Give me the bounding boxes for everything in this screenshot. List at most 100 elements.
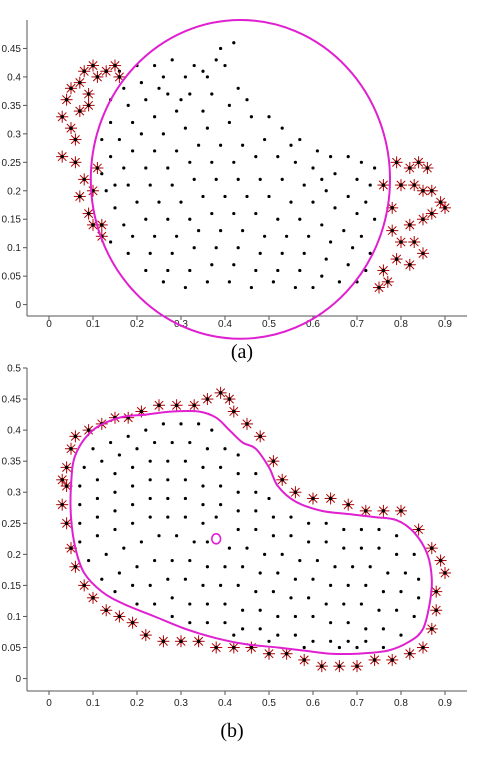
- inlier-point: [346, 583, 350, 588]
- inlier-point: [144, 217, 148, 221]
- outlier-marker: [408, 236, 421, 248]
- inlier-point: [166, 459, 170, 463]
- inlier-point: [153, 115, 157, 119]
- inlier-point: [289, 143, 293, 147]
- inlier-point: [183, 496, 187, 501]
- inlier-point: [104, 552, 108, 556]
- inlier-point: [359, 527, 363, 532]
- inlier-point: [205, 126, 209, 130]
- y-tick-label: 0.2: [7, 550, 21, 561]
- inlier-point: [87, 558, 91, 563]
- inlier-point: [381, 645, 385, 650]
- inlier-point: [271, 534, 275, 538]
- outlier-marker: [87, 184, 99, 197]
- inlier-point: [302, 183, 306, 187]
- inlier-point: [201, 583, 205, 588]
- outlier-marker: [267, 455, 280, 468]
- inlier-point: [148, 251, 152, 255]
- inlier-point: [276, 571, 280, 575]
- inlier-point: [263, 234, 267, 238]
- outlier-marker: [122, 411, 135, 424]
- outlier-marker: [342, 498, 355, 511]
- inlier-point: [78, 484, 82, 488]
- outlier-marker: [139, 629, 152, 642]
- inlier-point: [232, 633, 236, 637]
- inlier-point: [236, 583, 240, 588]
- inlier-point: [293, 614, 297, 619]
- inlier-point: [364, 268, 368, 273]
- outlier-marker: [434, 196, 447, 209]
- inlier-point: [126, 251, 130, 255]
- inlier-point: [131, 120, 135, 125]
- outlier-marker: [417, 184, 429, 197]
- inlier-point: [166, 515, 170, 519]
- inlier-point: [170, 596, 174, 600]
- outlier-marker: [368, 653, 381, 666]
- inlier-point: [232, 211, 236, 216]
- outlier-marker: [73, 190, 86, 203]
- outlier-marker: [412, 523, 425, 536]
- inlier-point: [205, 75, 209, 79]
- inlier-point: [126, 103, 130, 107]
- outlier-marker: [421, 162, 434, 174]
- inlier-point: [289, 200, 293, 204]
- inlier-point: [170, 614, 174, 619]
- inlier-point: [307, 540, 311, 544]
- inlier-point: [135, 602, 139, 606]
- outlier-marker: [175, 635, 187, 648]
- outlier-marker: [403, 647, 416, 660]
- inlier-point: [351, 565, 355, 569]
- inlier-point: [166, 217, 170, 221]
- outlier-marker: [109, 59, 121, 72]
- inlier-point: [175, 149, 179, 153]
- inlier-point: [153, 440, 157, 445]
- inlier-point: [276, 155, 280, 159]
- outlier-marker: [280, 647, 293, 660]
- inlier-point: [333, 206, 337, 210]
- x-tick-label: 0.2: [130, 319, 144, 330]
- outlier-marker: [263, 647, 275, 660]
- inlier-point: [337, 280, 341, 284]
- inlier-point: [342, 602, 346, 606]
- outlier-marker: [65, 122, 77, 135]
- x-tick-label: 0.3: [174, 319, 188, 330]
- inlier-point: [131, 465, 135, 469]
- inlier-point: [197, 229, 201, 233]
- outlier-marker: [307, 492, 319, 505]
- inlier-point: [337, 645, 341, 650]
- inlier-point: [201, 109, 205, 113]
- outlier-marker: [95, 218, 108, 231]
- inlier-point: [183, 515, 187, 519]
- inlier-point: [289, 534, 293, 538]
- outlier-marker: [153, 399, 165, 412]
- inlier-point: [192, 540, 196, 544]
- inlier-point: [210, 92, 214, 96]
- outlier-marker: [73, 76, 86, 89]
- inlier-point: [153, 63, 157, 68]
- outlier-marker: [395, 504, 407, 517]
- outlier-marker: [439, 201, 451, 214]
- inlier-point: [271, 280, 275, 284]
- x-tick-label: 0.5: [262, 698, 276, 709]
- inlier-point: [113, 471, 117, 476]
- inlier-point: [183, 577, 187, 581]
- x-tick-label: 0.8: [394, 698, 408, 709]
- inlier-point: [245, 98, 249, 102]
- inlier-point: [276, 633, 280, 637]
- inlier-point: [113, 590, 117, 594]
- inlier-point: [346, 194, 350, 199]
- inlier-point: [144, 428, 148, 432]
- outlier-marker: [78, 579, 91, 592]
- inlier-point: [223, 447, 227, 451]
- outlier-marker: [56, 473, 69, 486]
- inlier-point: [95, 515, 99, 519]
- inlier-point: [117, 571, 121, 575]
- inlier-point: [254, 590, 258, 594]
- inlier-point: [135, 200, 139, 204]
- outlier-marker: [315, 660, 328, 673]
- inlier-point: [205, 280, 209, 284]
- outlier-marker: [210, 641, 223, 654]
- inlier-point: [183, 75, 187, 79]
- outlier-marker: [425, 622, 438, 635]
